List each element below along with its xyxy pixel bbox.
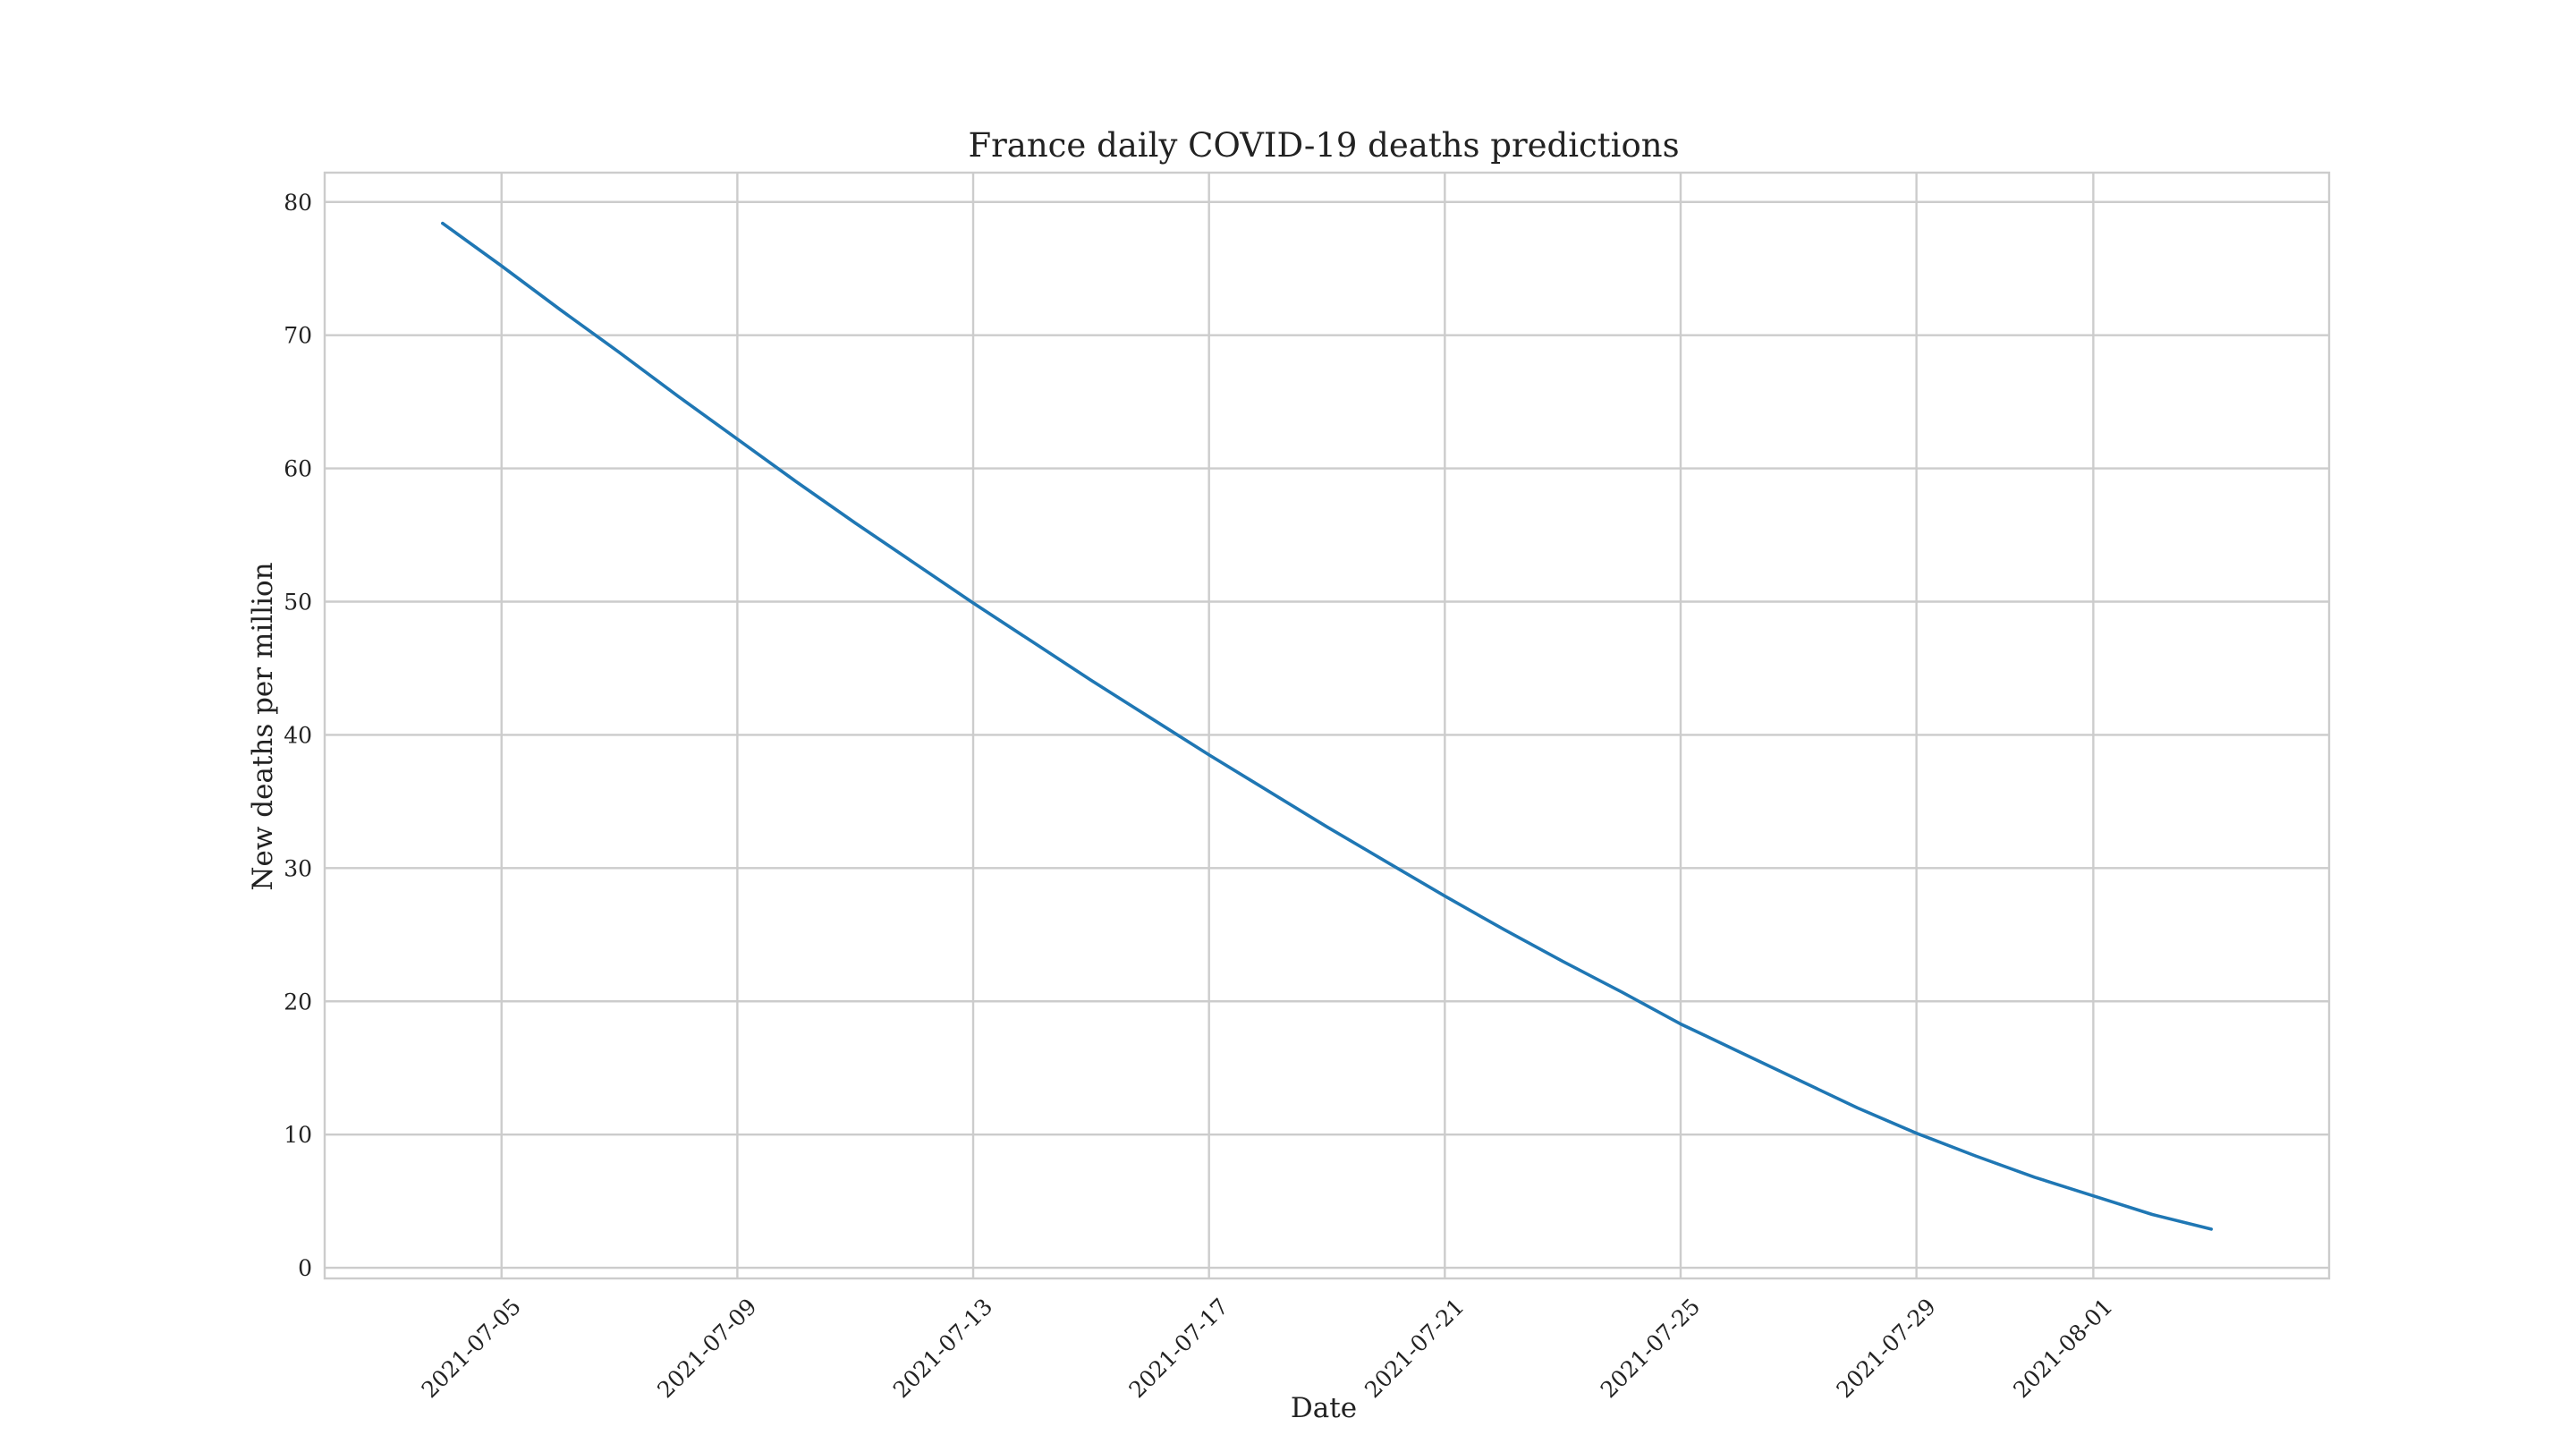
y-axis-ticks: 0 10 20 30 40 50 60 70 80 bbox=[284, 190, 312, 1281]
series-line bbox=[441, 221, 2213, 1231]
x-tick-label: 2021-07-21 bbox=[1360, 1294, 1469, 1403]
y-tick-label: 0 bbox=[298, 1255, 312, 1281]
y-axis-label: New deaths per million bbox=[247, 562, 279, 890]
y-tick-label: 10 bbox=[284, 1122, 312, 1148]
x-tick-label: 2021-08-01 bbox=[2008, 1294, 2117, 1403]
y-tick-label: 30 bbox=[284, 855, 312, 881]
grid bbox=[325, 173, 2329, 1278]
y-tick-label: 20 bbox=[284, 989, 312, 1015]
y-tick-label: 80 bbox=[284, 190, 312, 216]
series-layer bbox=[441, 221, 2213, 1231]
x-tick-label: 2021-07-25 bbox=[1596, 1294, 1705, 1403]
x-tick-label: 2021-07-17 bbox=[1124, 1294, 1233, 1403]
x-tick-label: 2021-07-29 bbox=[1831, 1294, 1940, 1403]
y-tick-label: 70 bbox=[284, 323, 312, 349]
x-tick-label: 2021-07-05 bbox=[417, 1294, 526, 1403]
y-tick-label: 50 bbox=[284, 590, 312, 616]
x-axis-label: Date bbox=[1291, 1392, 1357, 1424]
x-axis-ticks: 2021-07-05 2021-07-09 2021-07-13 2021-07-17… bbox=[417, 1294, 2118, 1403]
x-tick-label: 2021-07-13 bbox=[888, 1294, 997, 1403]
plot-area-frame bbox=[323, 171, 2331, 1280]
chart-title: France daily COVID-19 deaths predictions bbox=[968, 126, 1679, 165]
x-tick-label: 2021-07-09 bbox=[652, 1294, 761, 1403]
y-tick-label: 40 bbox=[284, 722, 312, 748]
y-tick-label: 60 bbox=[284, 456, 312, 482]
